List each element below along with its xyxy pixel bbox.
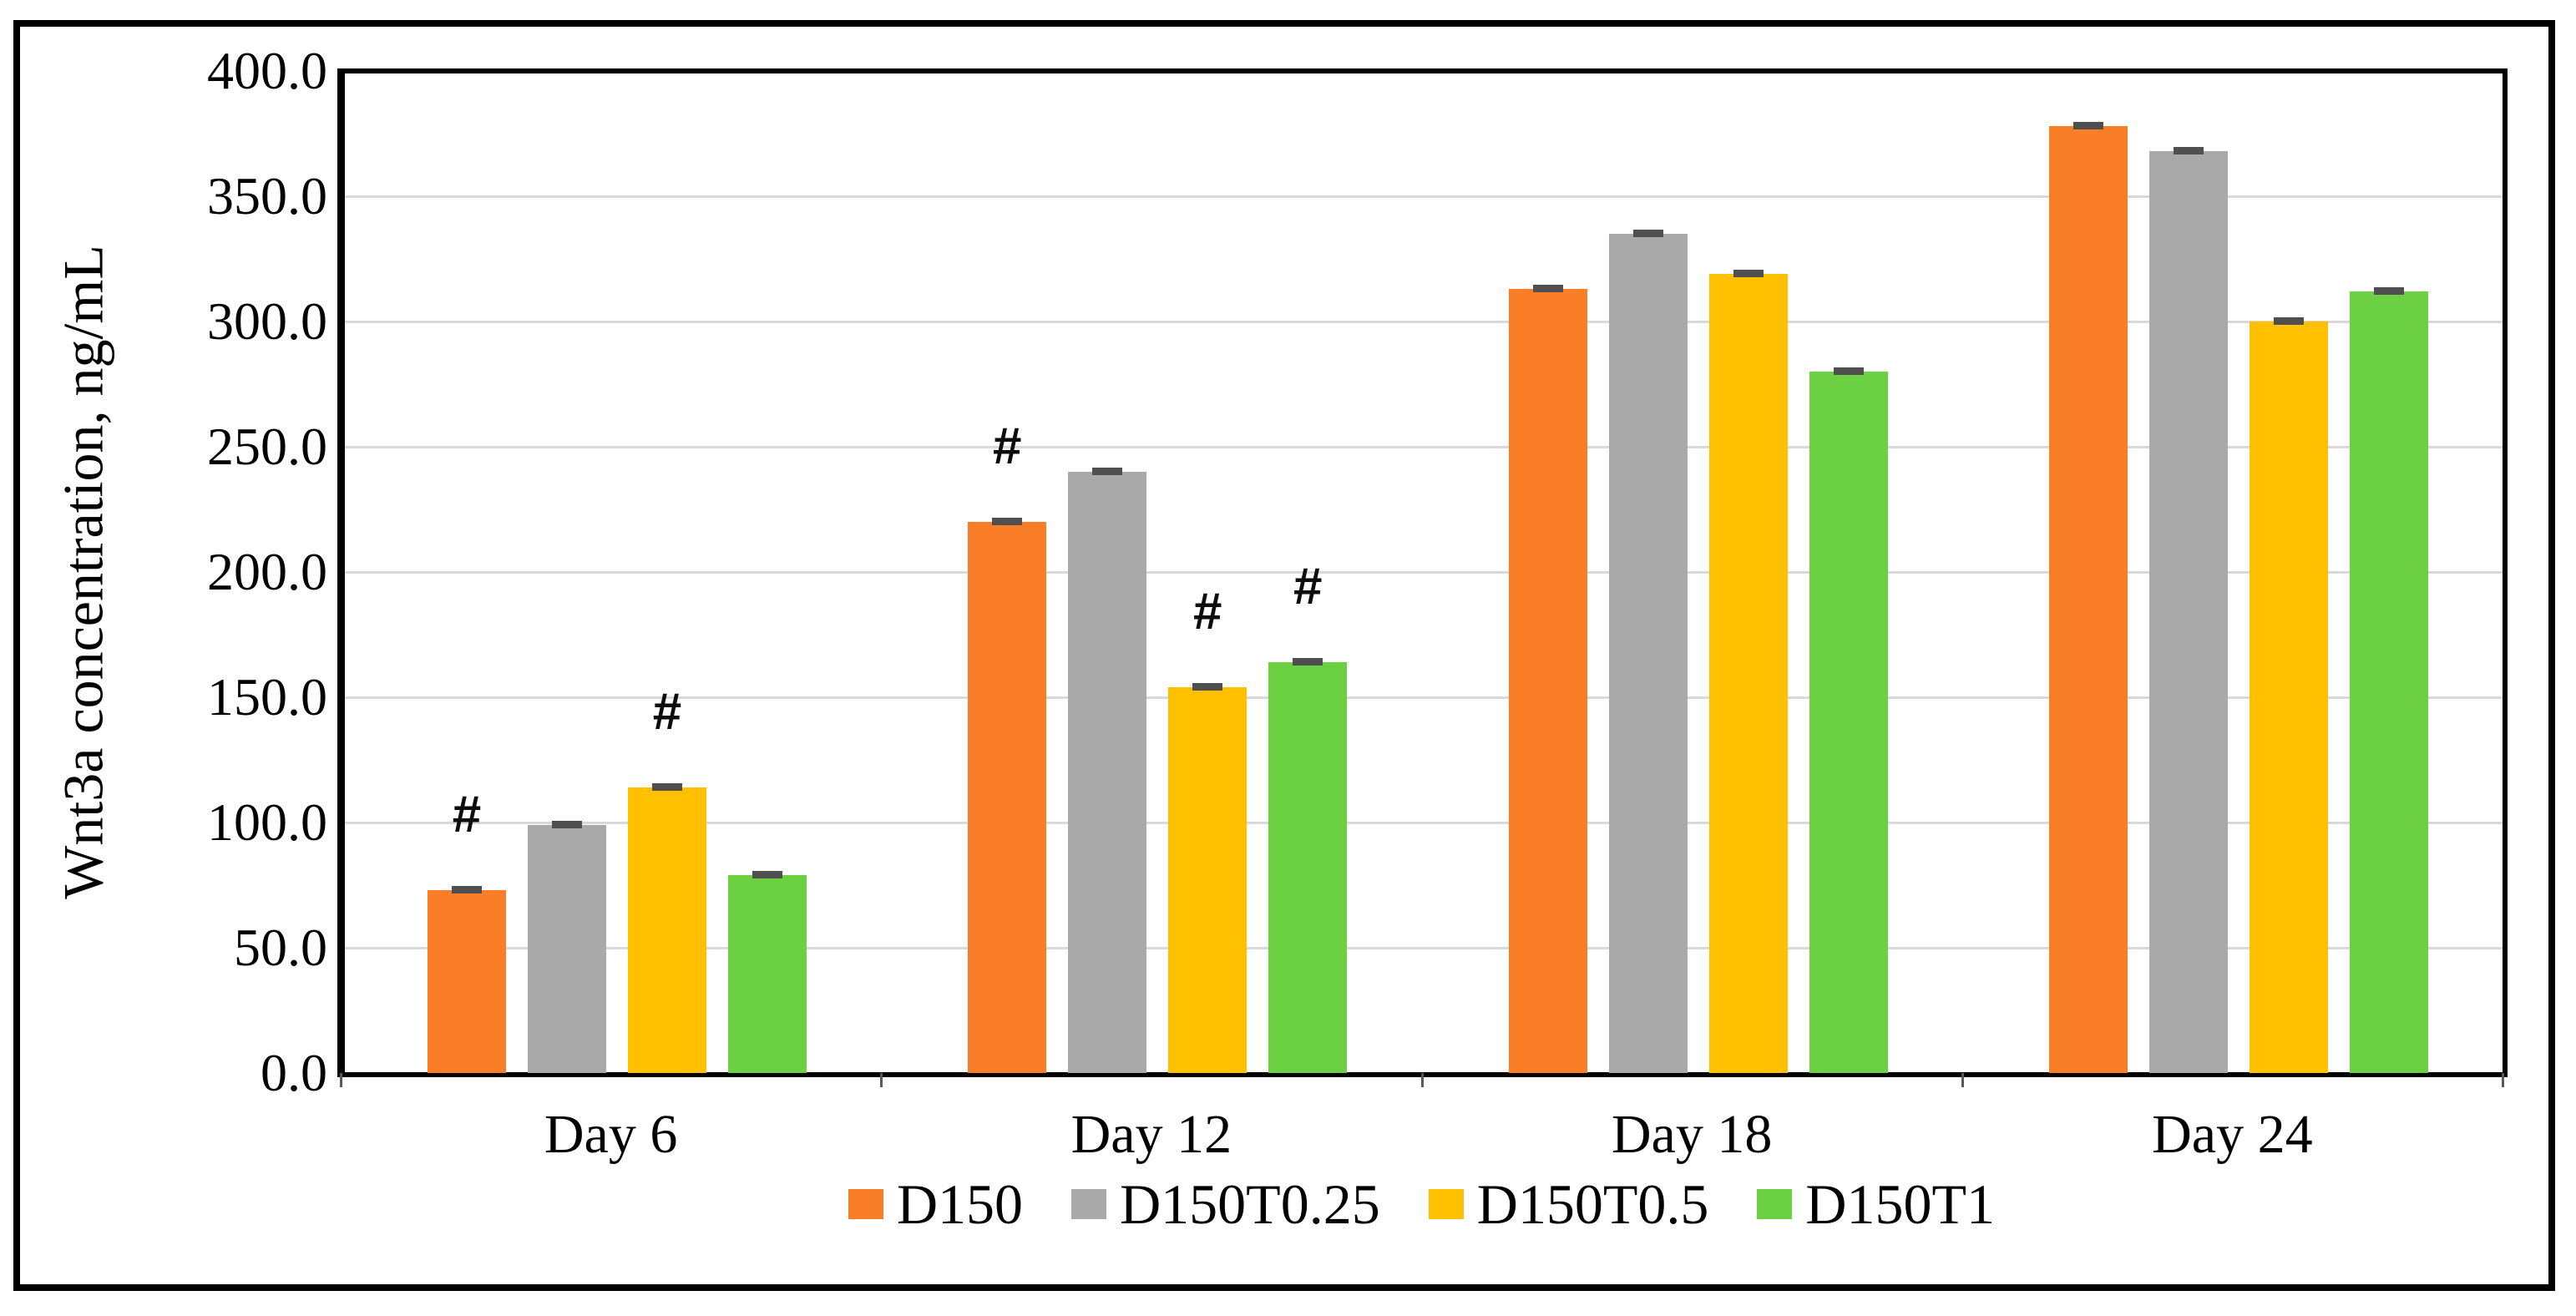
sig-mark-d150t1-day-12: # (1293, 558, 1323, 615)
category-label-day-24: Day 24 (2152, 1104, 2313, 1165)
sig-mark-d150-day-12: # (993, 418, 1022, 475)
legend-item-d150t0-5: D150T0.5 (1428, 1172, 1709, 1236)
bar-d150-day-6 (428, 890, 506, 1073)
gridline-200 (341, 571, 2503, 574)
error-cap-d150-day-6 (452, 886, 482, 893)
legend-swatch-d150t1 (1757, 1189, 1793, 1219)
error-cap-d150-day-12 (992, 518, 1023, 525)
bar-d150t0-5-day-24 (2249, 321, 2328, 1073)
bar-d150t0-5-day-18 (1708, 274, 1788, 1073)
y-tick-label-400.0: 400.0 (207, 41, 327, 100)
legend-item-d150: D150 (848, 1172, 1023, 1236)
gridline-250 (341, 446, 2503, 448)
error-cap-d150t0-5-day-24 (2273, 317, 2304, 325)
legend-label-d150t0-25: D150T0.25 (1120, 1172, 1380, 1236)
legend-label-d150: D150 (896, 1172, 1024, 1236)
error-cap-d150t0-25-day-6 (552, 821, 582, 828)
bar-d150-day-24 (2048, 126, 2128, 1073)
category-label-day-18: Day 18 (1611, 1104, 1773, 1165)
gridline-150 (341, 696, 2503, 699)
y-tick-label-300.0: 300.0 (207, 291, 327, 351)
bar-d150t0-25-day-6 (528, 825, 606, 1073)
bar-d150t1-day-12 (1268, 662, 1348, 1073)
x-axis-tick-1 (880, 1073, 883, 1087)
bar-d150-day-18 (1508, 289, 1587, 1073)
x-axis-tick-3 (1961, 1073, 1964, 1087)
legend-swatch-d150 (848, 1189, 883, 1219)
gridline-100 (341, 822, 2503, 824)
bar-d150t0-5-day-6 (628, 787, 706, 1073)
gridline-300 (341, 321, 2503, 323)
category-label-day-12: Day 12 (1070, 1104, 1232, 1165)
category-label-day-6: Day 6 (544, 1104, 678, 1165)
bar-d150t0-25-day-18 (1608, 234, 1688, 1073)
bar-d150t1-day-18 (1809, 372, 1888, 1073)
error-cap-d150t0-25-day-18 (1632, 230, 1663, 237)
error-cap-d150-day-24 (2072, 122, 2103, 129)
y-tick-label-250.0: 250.0 (207, 417, 327, 476)
y-tick-label-0.0: 0.0 (261, 1043, 327, 1102)
y-tick-label-200.0: 200.0 (207, 542, 327, 601)
y-tick-label-150.0: 150.0 (207, 667, 327, 726)
error-cap-d150t1-day-6 (752, 871, 782, 878)
legend-item-d150t1: D150T1 (1757, 1172, 1995, 1236)
figure-frame (13, 20, 2555, 1291)
error-cap-d150t0-25-day-12 (1092, 468, 1123, 475)
error-cap-d150t0-25-day-24 (2173, 147, 2204, 154)
error-cap-d150t0-5-day-12 (1192, 683, 1223, 691)
x-axis-tick-0 (340, 1073, 342, 1087)
error-cap-d150t1-day-24 (2373, 287, 2404, 295)
legend-label-d150t1: D150T1 (1805, 1172, 1996, 1236)
sig-mark-d150-day-6: # (452, 786, 482, 843)
x-axis-tick-2 (1420, 1073, 1424, 1087)
legend-item-d150t0-25: D150T0.25 (1071, 1172, 1380, 1236)
error-cap-d150t0-5-day-6 (652, 783, 682, 791)
error-cap-d150t1-day-12 (1293, 658, 1323, 666)
x-axis-tick-4 (2502, 1073, 2504, 1087)
legend-label-d150t0-5: D150T0.5 (1476, 1172, 1709, 1236)
bar-d150t1-day-6 (728, 875, 807, 1073)
error-cap-d150-day-18 (1532, 285, 1563, 292)
y-tick-label-350.0: 350.0 (207, 166, 327, 225)
sig-mark-d150t0-5-day-6: # (652, 683, 682, 741)
bar-d150-day-12 (968, 522, 1047, 1073)
error-cap-d150t0-5-day-18 (1733, 270, 1764, 277)
bar-d150t0-25-day-12 (1068, 472, 1147, 1073)
y-tick-label-100.0: 100.0 (207, 792, 327, 852)
bar-d150t0-5-day-12 (1168, 687, 1248, 1073)
bar-d150t0-25-day-24 (2148, 151, 2228, 1073)
legend: D150 D150T0.25 D150T0.5 D150T1 (341, 1172, 2503, 1236)
legend-swatch-d150t0-25 (1071, 1189, 1107, 1219)
gridline-350 (341, 195, 2503, 198)
gridline-50 (341, 947, 2503, 949)
bar-d150t1-day-24 (2349, 291, 2428, 1073)
sig-mark-d150t0-5-day-12: # (1193, 583, 1222, 640)
legend-swatch-d150t0-5 (1428, 1189, 1464, 1219)
y-tick-label-50.0: 50.0 (234, 918, 327, 977)
error-cap-d150t1-day-18 (1833, 367, 1864, 375)
